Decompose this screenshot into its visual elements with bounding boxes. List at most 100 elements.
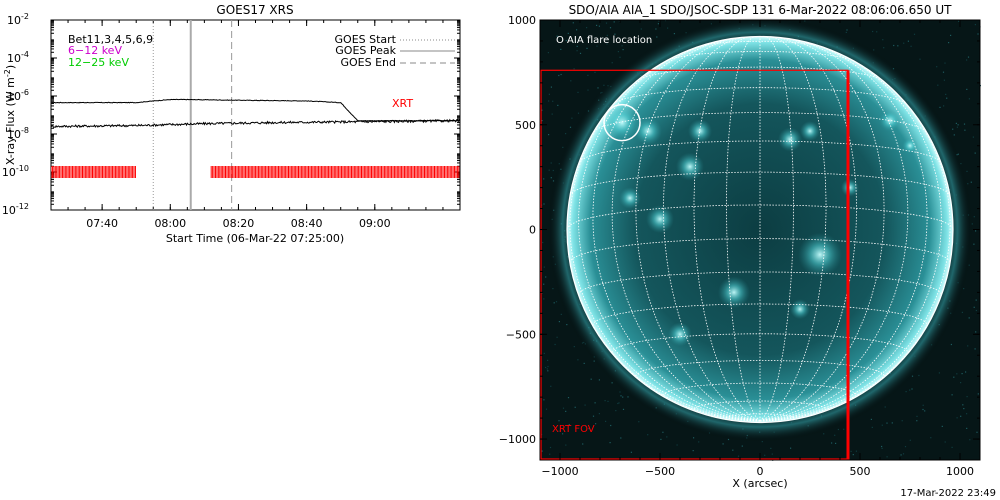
- noise-pixel: [937, 84, 939, 86]
- noise-pixel: [941, 425, 943, 427]
- noise-pixel: [962, 404, 964, 406]
- noise-pixel: [948, 42, 950, 44]
- noise-pixel: [618, 21, 620, 23]
- noise-pixel: [957, 124, 959, 126]
- noise-pixel: [548, 169, 550, 171]
- noise-pixel: [586, 47, 588, 49]
- noise-pixel: [566, 324, 568, 326]
- noise-pixel: [617, 402, 619, 405]
- noise-pixel: [930, 437, 932, 439]
- noise-pixel: [587, 74, 589, 76]
- noise-pixel: [604, 400, 606, 402]
- noise-pixel: [573, 68, 575, 70]
- noise-pixel: [620, 437, 622, 439]
- noise-pixel: [555, 301, 558, 303]
- noise-pixel: [966, 170, 968, 172]
- noise-pixel: [974, 24, 976, 26]
- noise-pixel: [550, 86, 552, 88]
- noise-pixel: [548, 100, 550, 102]
- noise-pixel: [627, 396, 629, 398]
- aia-x-tick-label: 500: [850, 465, 871, 478]
- bright-region: [676, 152, 704, 181]
- noise-pixel: [613, 21, 615, 23]
- noise-pixel: [565, 133, 567, 135]
- noise-pixel: [943, 105, 945, 107]
- latitude-line: [693, 400, 827, 410]
- legend-goes-peak: GOES Peak: [335, 44, 396, 57]
- noise-pixel: [667, 27, 669, 29]
- noise-pixel: [852, 454, 854, 456]
- aia-x-tick-label: 1000: [946, 465, 974, 478]
- x-tick-label: 09:00: [359, 217, 391, 230]
- flare-location-circle: [603, 103, 641, 142]
- legend-goes-end: GOES End: [340, 56, 396, 69]
- noise-pixel: [834, 434, 836, 436]
- noise-pixel: [576, 29, 578, 31]
- noise-pixel: [606, 34, 608, 36]
- noise-pixel: [944, 62, 946, 64]
- y-tick-base: 10: [7, 52, 21, 65]
- noise-pixel: [606, 43, 608, 45]
- noise-pixel: [961, 311, 963, 313]
- noise-pixel: [548, 134, 550, 136]
- noise-pixel: [605, 420, 607, 422]
- noise-pixel: [837, 428, 839, 431]
- latitude-line: [593, 112, 927, 132]
- latitude-line: [569, 171, 951, 196]
- noise-pixel: [594, 402, 596, 404]
- latitude-line: [637, 66, 883, 81]
- noise-pixel: [831, 442, 833, 444]
- noise-pixel: [541, 204, 543, 206]
- noise-pixel: [722, 443, 724, 445]
- noise-pixel: [771, 453, 773, 455]
- y-tick-label: 10-8: [7, 126, 29, 141]
- noise-pixel: [905, 391, 907, 393]
- noise-pixel: [945, 93, 947, 95]
- noise-pixel: [966, 427, 968, 429]
- noise-pixel: [804, 20, 806, 22]
- noise-pixel: [918, 374, 920, 377]
- noise-pixel: [552, 100, 554, 102]
- aia-axis-ticks: −1000 −500 0 500 1000 1000 500 0 −500 −1000: [499, 14, 981, 478]
- noise-pixel: [647, 434, 649, 436]
- noise-pixel: [577, 112, 580, 114]
- y-tick-exponent: -10: [16, 164, 29, 173]
- noise-pixel: [619, 391, 621, 393]
- noise-pixel: [953, 376, 955, 378]
- noise-pixel: [971, 223, 973, 225]
- noise-pixel: [583, 362, 585, 364]
- y-tick-exponent: -8: [21, 126, 29, 135]
- noise-pixel: [951, 394, 953, 396]
- noise-pixel: [943, 79, 945, 81]
- latitude-line: [578, 271, 942, 296]
- band-label-low: 6−12 keV: [68, 44, 122, 57]
- aia-y-tick-label: 500: [515, 119, 536, 132]
- noise-pixel: [574, 406, 576, 408]
- footer-timestamp: 17-Mar-2022 23:49: [900, 488, 996, 499]
- aia-x-tick-label: −1000: [541, 465, 578, 478]
- noise-pixel: [963, 408, 965, 410]
- noise-pixel: [575, 427, 577, 429]
- noise-pixel: [610, 424, 612, 427]
- noise-pixel: [881, 447, 883, 449]
- noise-pixel: [903, 42, 905, 44]
- noise-pixel: [727, 438, 730, 441]
- noise-pixel: [560, 313, 562, 315]
- noise-pixel: [967, 183, 969, 185]
- noise-pixel: [909, 439, 911, 441]
- y-tick-base: 10: [7, 14, 21, 27]
- noise-pixel: [965, 371, 967, 373]
- noise-pixel: [609, 27, 612, 29]
- noise-pixel: [964, 129, 966, 131]
- noise-pixel: [846, 29, 848, 31]
- noise-pixel: [603, 84, 605, 86]
- noise-pixel: [973, 243, 975, 245]
- noise-pixel: [952, 128, 954, 130]
- noise-pixel: [976, 431, 978, 433]
- noise-pixel: [565, 444, 567, 446]
- noise-pixel: [620, 395, 622, 397]
- noise-pixel: [556, 35, 558, 37]
